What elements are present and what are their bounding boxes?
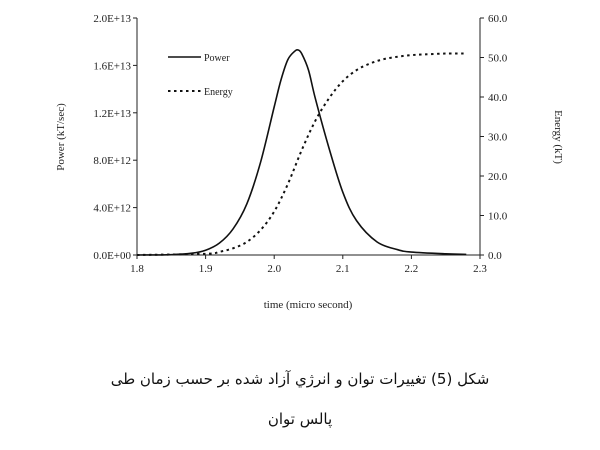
x-tick-label: 2.3 — [473, 263, 487, 275]
series-layer — [136, 48, 467, 256]
series-line-energy — [136, 52, 467, 256]
x-tick-label: 1.9 — [199, 263, 213, 275]
x-axis-title: time (micro second) — [264, 299, 353, 311]
series-line-power — [136, 48, 467, 256]
figure-caption-line-2: پالس توان — [267, 410, 333, 428]
x-tick-label: 2.0 — [267, 263, 281, 275]
figure-caption-line-1: شكل (5) تغييرات توان و انرژي آزاد شده بر… — [110, 370, 490, 388]
y-left-tick-label: 0.0E+00 — [93, 250, 131, 262]
chart-svg: 1.8 1.9 2.0 2.1 2.2 2.3 0.0E+00 4.0E+12 8.0E+12 1… — [55, 13, 564, 311]
y-right-tick-label: 50.0 — [488, 53, 508, 65]
y-right-tick-label: 10.0 — [488, 211, 508, 223]
legend: Power Energy — [168, 53, 233, 98]
y-left-tick-label: 2.0E+13 — [93, 13, 131, 25]
y-left-tick-label: 1.6E+13 — [93, 60, 131, 72]
x-tick-label: 2.1 — [336, 263, 350, 275]
y-right-tick-label: 30.0 — [488, 132, 508, 144]
y-right-tick-label: 40.0 — [488, 92, 508, 104]
y-left-tick-label: 8.0E+12 — [93, 155, 131, 167]
x-tick-label: 2.2 — [405, 263, 419, 275]
x-tick-label: 1.8 — [130, 263, 144, 275]
y-right-tick-label: 0.0 — [488, 250, 502, 262]
y-right-tick-label: 20.0 — [488, 171, 508, 183]
y-left-tick-label: 4.0E+12 — [93, 203, 131, 215]
axis-ticks: 1.8 1.9 2.0 2.1 2.2 2.3 0.0E+00 4.0E+12 8.0E+12 1… — [93, 13, 507, 275]
legend-label-power: Power — [204, 53, 230, 64]
y-axis-title-right: Energy (kT) — [552, 110, 564, 164]
y-axis-title-left: Power (kT/sec) — [55, 103, 67, 171]
y-right-tick-label: 60.0 — [488, 13, 508, 25]
y-left-tick-label: 1.2E+13 — [93, 108, 131, 120]
legend-label-energy: Energy — [204, 87, 233, 98]
